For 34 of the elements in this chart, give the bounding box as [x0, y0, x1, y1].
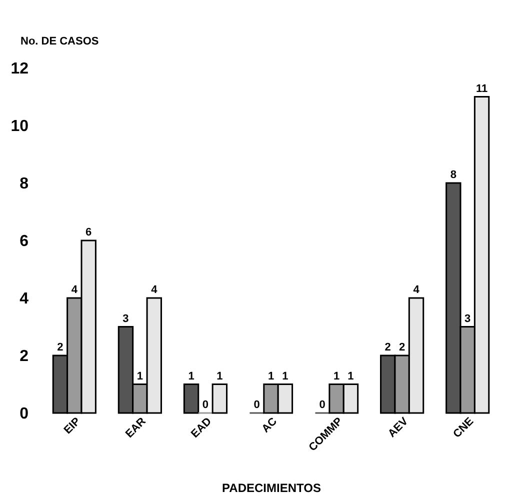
- data-label: 4: [71, 284, 78, 296]
- data-label: 1: [188, 370, 194, 382]
- data-label: 11: [476, 82, 488, 95]
- y-axis-title: No. DE CASOS: [20, 36, 99, 48]
- y-tick-label: 6: [20, 233, 29, 250]
- data-label: 0: [202, 399, 209, 411]
- y-tick-label: 8: [20, 176, 29, 192]
- bar: [212, 384, 228, 414]
- y-tick-label: 2: [20, 348, 29, 365]
- y-tick-label: 10: [10, 118, 29, 135]
- data-label: 0: [319, 399, 326, 411]
- data-label: 4: [151, 284, 158, 296]
- x-tick-label: EIP: [62, 416, 83, 437]
- x-tick-label: AC: [260, 415, 280, 436]
- data-label: 8: [450, 169, 456, 181]
- data-label: 0: [254, 399, 260, 411]
- x-axis-title: PADECIMIENTOS: [222, 481, 321, 496]
- y-tick-label: 12: [10, 60, 29, 78]
- data-label: 1: [268, 370, 274, 382]
- data-label: 1: [348, 370, 354, 382]
- data-label: 6: [86, 226, 92, 238]
- y-tick-label: 4: [20, 290, 29, 308]
- bar: [183, 384, 200, 414]
- data-label: 2: [57, 342, 64, 354]
- data-label: 3: [122, 312, 129, 325]
- data-label: 1: [216, 370, 223, 382]
- data-label: 2: [399, 342, 406, 354]
- data-label: 2: [384, 342, 391, 354]
- data-label: 3: [464, 312, 471, 325]
- data-label: 1: [282, 370, 288, 382]
- data-label: 1: [136, 370, 143, 382]
- data-label: 1: [333, 370, 340, 382]
- data-label: 4: [413, 284, 420, 296]
- y-tick-label: 0: [20, 406, 29, 422]
